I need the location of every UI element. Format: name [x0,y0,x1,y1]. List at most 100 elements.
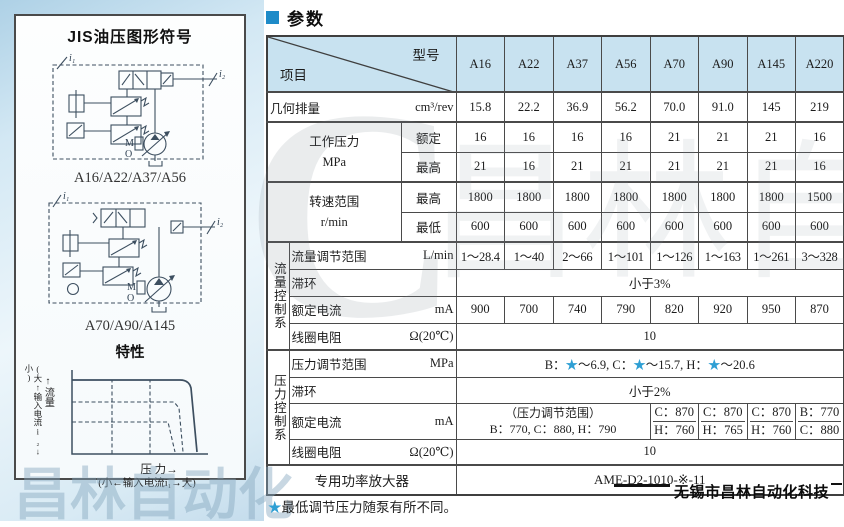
cell-value: 21 [552,151,603,183]
cell-value: 1800 [649,181,700,213]
star-icon: ★ [707,358,721,373]
cell-value: 70.0 [649,91,700,123]
cell-value: 145 [746,91,797,123]
hydraulic-diagram-large-pumps: i₁ i₂ [48,191,224,313]
flow-control-group-label: 流量控制系 [266,241,290,351]
cell-value: 1～40 [504,241,554,270]
cell-value: 600 [698,211,748,243]
diagram2-i1-label: i₁ [63,191,69,202]
cell-value: 91.0 [698,91,748,123]
hydraulic-diagram-small-pumps: i₁ i₂ M [52,53,226,167]
panel-title: JIS油压图形符号 [67,29,193,46]
cell-value: 790 [601,295,651,324]
model-header: A16 [455,35,506,93]
sub-label: 最高 [400,181,457,213]
pressure-hysteresis-label: 滞环 [288,376,457,404]
model-header: A37 [552,35,603,93]
table-corner-cell: 型号 项目 [266,35,457,93]
working-pressure-label: 工作压力 MPa [266,121,402,183]
chart-input-current-axis-label: (大↑输入电流i₂↓小) [23,364,43,457]
params-section-title: 参数 [287,10,325,29]
amplifier-value: AME-D2-1010-※-11 [455,464,844,496]
cell-value: 820 [649,295,700,324]
pressure-current-label: 额定电流 mA [288,402,457,440]
cell-value: 740 [552,295,603,324]
diagram2-caption: A70/A90/A145 [84,318,176,334]
cell-value: 16 [504,151,554,183]
cell-value: 36.9 [552,91,603,123]
pressure-current-merged-value: （压力调节范围） B：770, C：880, H：790 [455,402,651,440]
cell-value: 920 [698,295,748,324]
cell-value: 1800 [698,181,748,213]
pressure-current-cell: C：870 H：760 [649,402,700,440]
pressure-range-label: 压力调节范围 MPa [288,349,457,378]
sub-label: 额定 [400,121,457,153]
pressure-control-group-label: 压力控制系 [266,349,290,466]
cell-value: 870 [795,295,844,324]
diagram1-i2-label: i₂ [219,69,226,80]
cell-value: 21 [455,151,506,183]
cell-value: 2～66 [552,241,603,270]
cell-value: 16 [504,121,554,153]
pressure-hysteresis-value: 小于2% [455,376,844,404]
cell-value: 16 [601,121,651,153]
diagram1-caption: A16/A22/A37/A56 [74,170,186,186]
cell-value: 1800 [746,181,797,213]
cell-value: 3～328 [795,241,844,270]
cell-value: 16 [795,151,844,183]
cell-value: 21 [601,151,651,183]
cell-value: 1800 [455,181,506,213]
cell-value: 1800 [552,181,603,213]
cell-value: 600 [649,211,700,243]
diagram2-o-label: O [127,293,134,304]
diagram2-m-label: M [127,282,136,293]
cell-value: 56.2 [601,91,651,123]
model-header: A145 [746,35,797,93]
cell-value: 1～163 [698,241,748,270]
cell-value: 1～101 [601,241,651,270]
cell-value: 15.8 [455,91,506,123]
diagram1-o-label: O [125,149,132,160]
stamp-line [613,484,670,487]
model-header: A70 [649,35,700,93]
cell-value: 16 [552,121,603,153]
cell-value: 22.2 [504,91,554,123]
company-stamp: 无锡市昌林自动化科技 [613,481,842,502]
corner-item-label: 项目 [280,68,307,83]
cell-value: 219 [795,91,844,123]
flow-hysteresis-value: 小于3% [455,268,844,297]
cell-value: 21 [649,121,700,153]
cell-value: 600 [504,211,554,243]
model-header: A220 [795,35,844,93]
star-icon: ★ [565,358,579,373]
flow-pressure-curve [71,370,209,455]
flow-range-label: 流量调节范围 L/min [288,241,457,270]
cell-value: 600 [552,211,603,243]
sub-label: 最低 [400,211,457,243]
cell-value: 600 [455,211,506,243]
cell-value: 1800 [504,181,554,213]
jis-symbol-panel: JIS油压图形符号 i₁ i₂ [14,14,246,489]
sub-label: 最高 [400,151,457,183]
cell-value: 1～261 [746,241,797,270]
pressure-resistance-label: 线圈电阻 Ω(20℃) [288,438,457,466]
flow-resistance-label: 线圈电阻 Ω(20℃) [288,322,457,351]
flow-resistance-value: 10 [455,322,844,351]
cell-value: 950 [746,295,797,324]
cell-value: 21 [698,151,748,183]
diagram1-i1-label: i₁ [69,53,75,64]
cell-value: 21 [698,121,748,153]
cell-value: 1500 [795,181,844,213]
parameters-table: 型号 项目 A16 A22 A37 A56 A70 A90 A145 A220 … [266,35,844,496]
cell-value: 16 [455,121,506,153]
flow-hysteresis-label: 滞环 [288,268,457,297]
characteristics-chart: (大↑输入电流i₂↓小) ↑流量 [24,364,242,464]
corner-model-label: 型号 [412,48,440,63]
model-header: A22 [504,35,554,93]
footnote: ★最低调节压力随泵有所不同。 [268,500,457,515]
speed-range-label: 转速范围 r/min [266,181,402,243]
cell-value: 600 [746,211,797,243]
characteristics-title: 特性 [115,345,145,361]
cell-value: 21 [746,121,797,153]
star-icon: ★ [268,500,282,515]
